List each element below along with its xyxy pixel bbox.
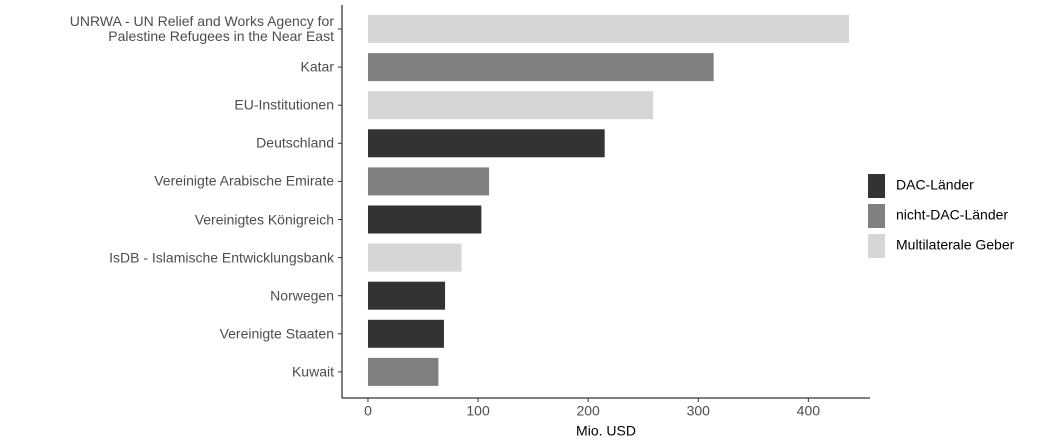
y-tick-label: Deutschland	[256, 134, 334, 151]
bar	[367, 243, 462, 272]
y-tick-label: Katar	[300, 58, 334, 75]
bar	[367, 357, 439, 386]
y-tick-label: Vereinigte Arabische Emirate	[154, 172, 334, 189]
bar	[367, 319, 444, 348]
y-tick-label: Vereinigte Staaten	[219, 325, 334, 342]
y-tick-label: EU-Institutionen	[234, 96, 334, 113]
legend-label: nicht-DAC-Länder	[896, 207, 1008, 223]
y-tick-label: Vereinigtes Königreich	[194, 211, 334, 227]
bar	[367, 167, 490, 196]
legend-label: Multilaterale Geber	[896, 237, 1015, 253]
legend-swatch	[868, 174, 885, 198]
legend-swatch	[868, 234, 885, 258]
x-tick-label: 400	[797, 403, 821, 419]
y-tick-label: Norwegen	[270, 287, 334, 304]
x-tick-label: 200	[576, 403, 600, 419]
y-tick-label: IsDB - Islamische Entwicklungsbank	[109, 249, 334, 266]
x-axis-title: Mio. USD	[576, 423, 636, 439]
x-tick-label: 0	[364, 403, 372, 419]
bar	[367, 281, 446, 310]
y-tick-label: UNRWA - UN Relief and Works Agency for P…	[69, 13, 334, 44]
bar	[367, 53, 714, 82]
bar	[367, 91, 654, 120]
bar	[367, 129, 605, 158]
x-tick-label: 300	[687, 403, 711, 419]
bar	[367, 205, 482, 234]
bar	[367, 15, 850, 43]
x-tick-label: 100	[466, 403, 490, 419]
legend-label: DAC-Länder	[896, 177, 974, 193]
y-tick-label: Kuwait	[291, 363, 334, 380]
legend-swatch	[868, 204, 885, 228]
